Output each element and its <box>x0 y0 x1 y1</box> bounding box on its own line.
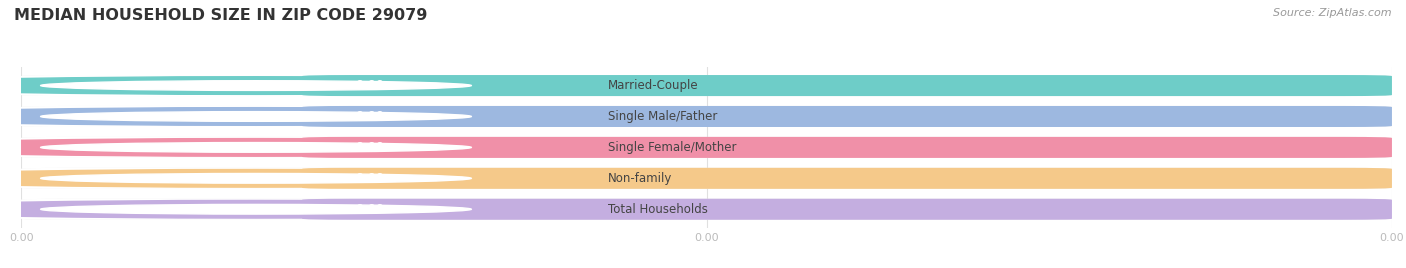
FancyBboxPatch shape <box>21 106 405 127</box>
Text: 0.00: 0.00 <box>356 79 384 92</box>
FancyBboxPatch shape <box>302 106 1392 127</box>
FancyBboxPatch shape <box>21 168 405 189</box>
Circle shape <box>0 108 648 125</box>
Text: Married-Couple: Married-Couple <box>609 79 699 92</box>
Text: Total Households: Total Households <box>609 203 709 216</box>
FancyBboxPatch shape <box>21 106 1392 127</box>
FancyBboxPatch shape <box>302 75 1392 96</box>
Circle shape <box>41 173 471 183</box>
Text: 0.00: 0.00 <box>356 110 384 123</box>
Text: Source: ZipAtlas.com: Source: ZipAtlas.com <box>1274 8 1392 18</box>
FancyBboxPatch shape <box>21 75 1392 96</box>
FancyBboxPatch shape <box>302 168 1392 189</box>
Circle shape <box>0 200 648 218</box>
Circle shape <box>0 77 648 94</box>
FancyBboxPatch shape <box>302 199 1392 220</box>
Text: Non-family: Non-family <box>609 172 672 185</box>
Circle shape <box>41 204 471 214</box>
Text: Single Male/Father: Single Male/Father <box>609 110 717 123</box>
Text: MEDIAN HOUSEHOLD SIZE IN ZIP CODE 29079: MEDIAN HOUSEHOLD SIZE IN ZIP CODE 29079 <box>14 8 427 23</box>
Circle shape <box>41 143 471 152</box>
FancyBboxPatch shape <box>21 199 1392 220</box>
Circle shape <box>41 111 471 121</box>
Circle shape <box>0 169 648 187</box>
FancyBboxPatch shape <box>21 137 1392 158</box>
Circle shape <box>41 81 471 90</box>
FancyBboxPatch shape <box>21 199 405 220</box>
Text: 0.00: 0.00 <box>356 203 384 216</box>
Text: Single Female/Mother: Single Female/Mother <box>609 141 737 154</box>
FancyBboxPatch shape <box>21 75 405 96</box>
Text: 0.00: 0.00 <box>356 141 384 154</box>
Circle shape <box>0 139 648 156</box>
FancyBboxPatch shape <box>302 137 1392 158</box>
Text: 0.00: 0.00 <box>356 172 384 185</box>
FancyBboxPatch shape <box>21 168 1392 189</box>
FancyBboxPatch shape <box>21 137 405 158</box>
